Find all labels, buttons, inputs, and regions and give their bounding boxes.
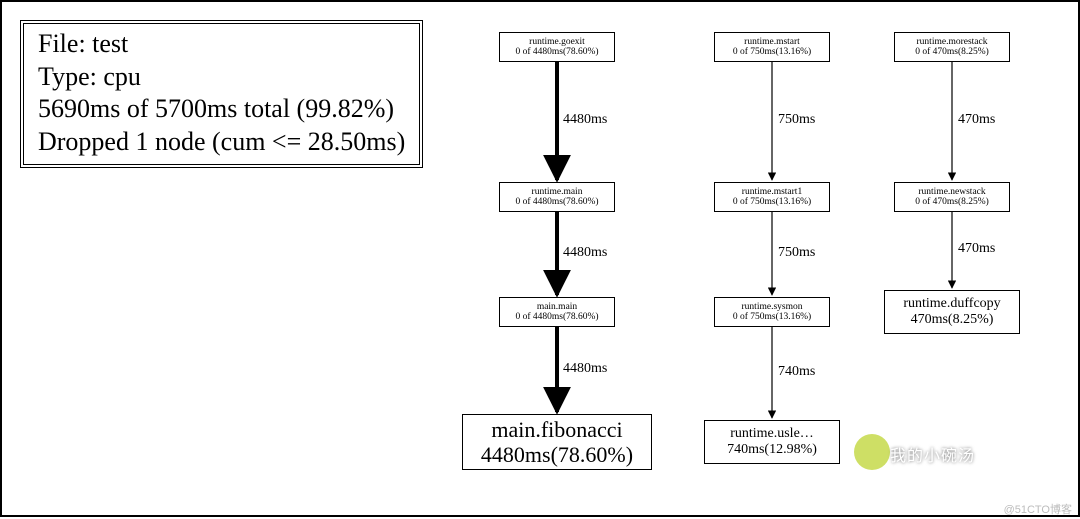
edge-label: 750ms [778, 112, 815, 128]
edge-label: 4480ms [563, 245, 607, 261]
graph-node: runtime.mstart0 of 750ms(13.16%) [714, 32, 830, 62]
node-value: 0 of 750ms(13.16%) [733, 47, 811, 57]
node-value: 0 of 4480ms(78.60%) [515, 312, 598, 322]
graph-node: runtime.duffcopy470ms(8.25%) [884, 290, 1020, 334]
call-graph-nodes-layer: runtime.goexit0 of 4480ms(78.60%)runtime… [2, 2, 1078, 515]
node-title: main.main [537, 302, 577, 312]
node-title: runtime.goexit [529, 37, 585, 47]
node-title: runtime.mstart1 [742, 187, 802, 197]
edge-label: 4480ms [563, 112, 607, 128]
node-value: 0 of 4480ms(78.60%) [515, 197, 598, 207]
node-title: runtime.main [532, 187, 583, 197]
edge-label: 470ms [958, 112, 995, 128]
edge-label: 4480ms [563, 361, 607, 377]
graph-node: runtime.usle…740ms(12.98%) [704, 420, 840, 464]
graph-node: main.main0 of 4480ms(78.60%) [499, 297, 615, 327]
graph-node: runtime.morestack0 of 470ms(8.25%) [894, 32, 1010, 62]
node-value: 0 of 4480ms(78.60%) [515, 47, 598, 57]
graph-node: main.fibonacci4480ms(78.60%) [462, 414, 652, 470]
node-title: runtime.sysmon [742, 302, 803, 312]
attribution-text: @51CTO博客 [1004, 501, 1072, 517]
watermark-logo-icon [854, 434, 890, 470]
graph-node: runtime.sysmon0 of 750ms(13.16%) [714, 297, 830, 327]
node-title: main.fibonacci [491, 417, 622, 442]
node-value: 0 of 470ms(8.25%) [915, 47, 989, 57]
graph-node: runtime.goexit0 of 4480ms(78.60%) [499, 32, 615, 62]
node-title: runtime.morestack [917, 37, 988, 47]
graph-node: runtime.mstart10 of 750ms(13.16%) [714, 182, 830, 212]
node-value: 0 of 750ms(13.16%) [733, 197, 811, 207]
edge-label: 470ms [958, 241, 995, 257]
node-value: 470ms(8.25%) [911, 312, 994, 328]
node-title: runtime.usle… [730, 426, 814, 442]
node-title: runtime.newstack [918, 187, 985, 197]
graph-node: runtime.main0 of 4480ms(78.60%) [499, 182, 615, 212]
watermark-text: 我的小碗汤 [890, 442, 975, 466]
node-title: runtime.duffcopy [903, 296, 1000, 312]
edge-label: 740ms [778, 364, 815, 380]
node-title: runtime.mstart [744, 37, 800, 47]
node-value: 740ms(12.98%) [727, 442, 817, 458]
edge-label: 750ms [778, 245, 815, 261]
graph-node: runtime.newstack0 of 470ms(8.25%) [894, 182, 1010, 212]
node-value: 0 of 750ms(13.16%) [733, 312, 811, 322]
node-value: 0 of 470ms(8.25%) [915, 197, 989, 207]
node-value: 4480ms(78.60%) [481, 442, 633, 467]
